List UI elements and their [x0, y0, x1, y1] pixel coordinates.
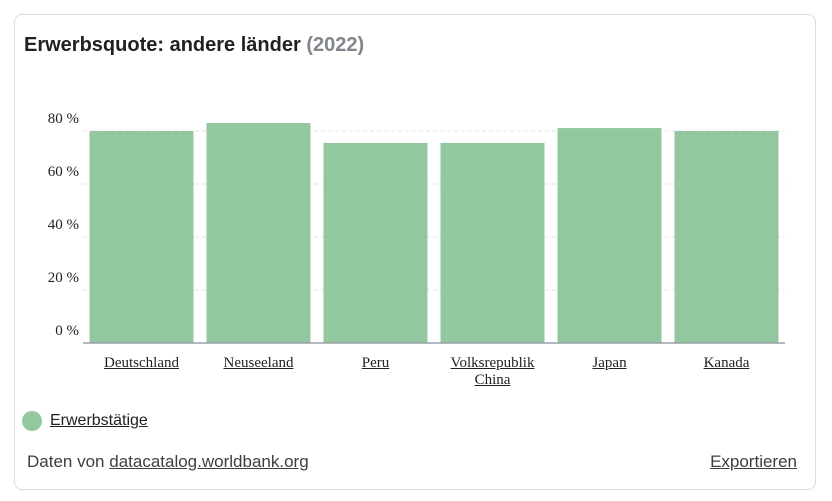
subtitle: (2022)	[306, 34, 365, 56]
y-tick-label: 0 %	[55, 323, 79, 339]
bar	[89, 131, 194, 343]
x-tick-label: Peru	[361, 355, 390, 371]
x-tick-label: Neuseeland	[223, 355, 294, 371]
legend-label[interactable]: Erwerbstätige	[50, 412, 148, 429]
bar	[557, 128, 662, 343]
x-tick-label: Volksrepublik China	[450, 355, 535, 388]
export-link[interactable]: Exportieren	[710, 452, 797, 471]
y-tick-label: 40 %	[47, 217, 79, 233]
chart-title: Erwerbsquote: andere länder (2022)	[24, 34, 364, 57]
bar	[440, 142, 545, 343]
legend-swatch	[22, 411, 42, 431]
bar	[674, 131, 779, 343]
bar	[206, 123, 311, 343]
legend[interactable]: Erwerbstätige	[22, 411, 148, 431]
x-tick-label: Kanada	[703, 355, 750, 371]
x-tick-label: Deutschland	[104, 355, 179, 371]
bar	[323, 142, 428, 343]
card	[14, 14, 816, 490]
y-tick-label: 80 %	[47, 111, 79, 127]
title-text: Erwerbsquote: andere länder	[24, 34, 301, 56]
source-link[interactable]: datacatalog.worldbank.org	[109, 452, 309, 471]
x-tick-label: Japan	[592, 355, 627, 371]
source: Daten von datacatalog.worldbank.org	[27, 452, 309, 472]
y-tick-label: 20 %	[47, 270, 79, 286]
source-prefix: Daten von	[27, 452, 105, 471]
y-tick-label: 60 %	[47, 164, 79, 180]
